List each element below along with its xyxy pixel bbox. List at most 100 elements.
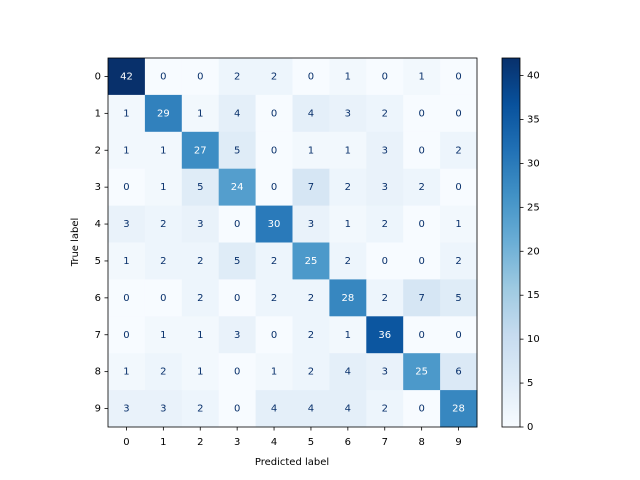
- cell-label: 2: [382, 293, 388, 304]
- cell-label: 25: [415, 367, 428, 378]
- cell: [218, 168, 257, 207]
- y-tick-label: 4: [95, 219, 101, 230]
- cell-label: 1: [197, 330, 203, 341]
- cell: [292, 131, 330, 170]
- cell: [144, 390, 183, 428]
- cell: [403, 353, 441, 391]
- cell-label: 2: [418, 182, 424, 193]
- cell-label: 2: [271, 256, 277, 267]
- cell: [403, 58, 441, 96]
- cell: [218, 94, 257, 133]
- cell: [218, 205, 257, 243]
- cell: [403, 279, 441, 317]
- cell-label: 1: [345, 330, 351, 341]
- cell: [366, 242, 404, 280]
- cell: [292, 205, 330, 243]
- cell: [108, 131, 146, 170]
- cell-label: 0: [418, 145, 424, 156]
- cell: [181, 58, 220, 96]
- cell-label: 2: [455, 145, 461, 156]
- cell: [440, 390, 478, 428]
- cell-label: 0: [123, 330, 129, 341]
- cell-label: 0: [455, 108, 461, 119]
- cell: [108, 168, 146, 207]
- x-tick-label: 0: [123, 437, 129, 448]
- cell-label: 1: [123, 108, 129, 119]
- colorbar-tick-label: 20: [527, 246, 540, 257]
- cell: [108, 316, 146, 354]
- cell-label: 0: [234, 219, 240, 230]
- cell: [292, 353, 330, 391]
- cell: [292, 279, 330, 317]
- cell-label: 4: [234, 108, 240, 119]
- y-tick-label: 7: [95, 330, 101, 341]
- cell-label: 2: [197, 256, 203, 267]
- cell: [144, 242, 183, 280]
- cell-label: 2: [160, 256, 166, 267]
- x-tick-label: 1: [160, 437, 166, 448]
- cell-label: 29: [157, 108, 170, 119]
- cell-label: 0: [160, 293, 166, 304]
- cell-label: 3: [345, 108, 351, 119]
- cell-label: 3: [382, 145, 388, 156]
- cell: [403, 316, 441, 354]
- cell: [255, 131, 293, 170]
- colorbar-tick-label: 0: [527, 422, 533, 433]
- cell: [440, 279, 478, 317]
- cell: [403, 390, 441, 428]
- cell-label: 0: [418, 108, 424, 119]
- cell-label: 1: [197, 367, 203, 378]
- cell: [218, 390, 257, 428]
- cell: [181, 94, 220, 133]
- cell-label: 3: [123, 404, 129, 415]
- x-tick-label: 5: [308, 437, 314, 448]
- cell: [292, 242, 330, 280]
- y-tick-label: 5: [95, 256, 101, 267]
- cell-label: 3: [234, 330, 240, 341]
- colorbar-tick-label: 15: [527, 290, 540, 301]
- x-tick-label: 3: [234, 437, 240, 448]
- cell-label: 2: [234, 71, 240, 82]
- cell: [218, 58, 257, 96]
- cell: [440, 168, 478, 207]
- cell: [108, 279, 146, 317]
- cell-label: 30: [268, 219, 281, 230]
- cell: [366, 390, 404, 428]
- cell-label: 1: [123, 145, 129, 156]
- colorbar-tick-label: 5: [527, 378, 533, 389]
- cell: [108, 353, 146, 391]
- cell-label: 24: [231, 182, 244, 193]
- cell: [366, 94, 404, 133]
- cell-label: 42: [120, 71, 133, 82]
- cell: [329, 94, 367, 133]
- cell-label: 1: [123, 367, 129, 378]
- cell: [144, 353, 183, 391]
- cell-label: 1: [418, 71, 424, 82]
- cell-label: 1: [455, 219, 461, 230]
- cell: [108, 205, 146, 243]
- cell-label: 3: [160, 404, 166, 415]
- cell: [440, 242, 478, 280]
- cell-label: 5: [455, 293, 461, 304]
- cell: [403, 131, 441, 170]
- cell: [108, 390, 146, 428]
- cell-label: 36: [378, 330, 391, 341]
- colorbar-tick-label: 30: [527, 158, 540, 169]
- cell-label: 0: [382, 256, 388, 267]
- cell-label: 4: [308, 108, 314, 119]
- cell-label: 2: [455, 256, 461, 267]
- cell-label: 3: [197, 219, 203, 230]
- cell: [181, 390, 220, 428]
- cell: [329, 168, 367, 207]
- cell-label: 1: [345, 71, 351, 82]
- cell: [329, 58, 367, 96]
- cell-label: 2: [345, 256, 351, 267]
- cell-label: 2: [345, 182, 351, 193]
- cell-label: 7: [418, 293, 424, 304]
- cell-label: 2: [197, 293, 203, 304]
- colorbar: [501, 57, 521, 428]
- cell-label: 1: [123, 256, 129, 267]
- cell-label: 0: [234, 293, 240, 304]
- cell-label: 0: [418, 256, 424, 267]
- cell: [255, 390, 293, 428]
